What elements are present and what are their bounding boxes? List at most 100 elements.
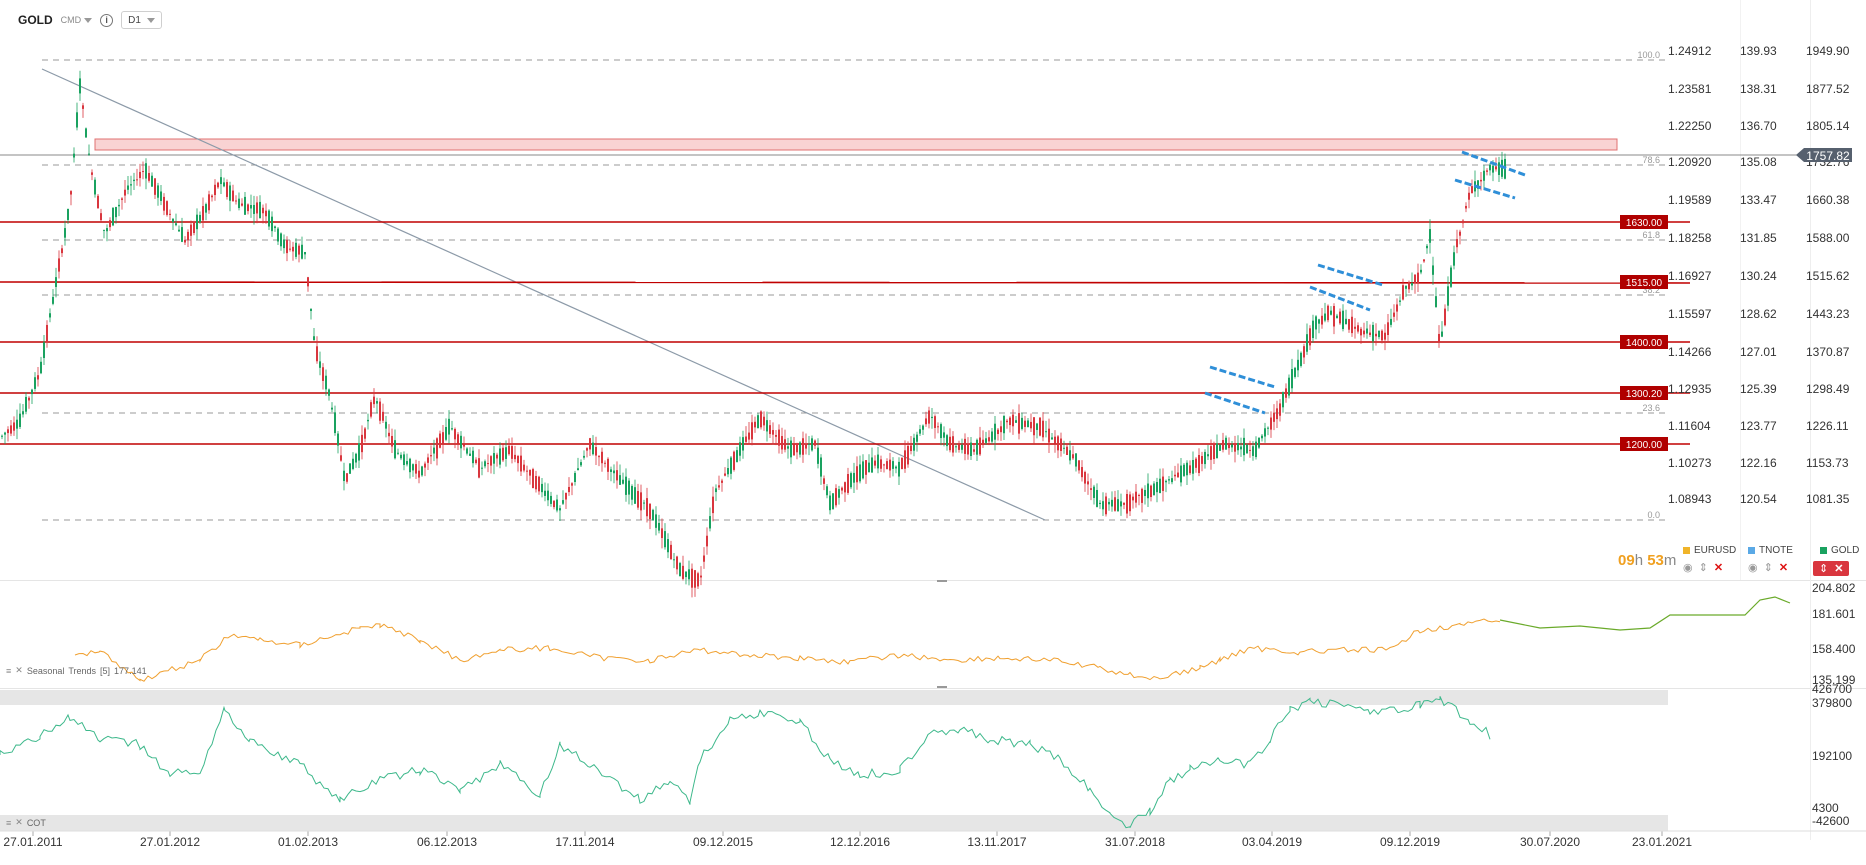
candle-body xyxy=(700,575,702,578)
chart-toolbar: GOLD CMD i D1 xyxy=(0,0,1866,40)
candle-body xyxy=(1024,420,1026,427)
candle-body xyxy=(1444,308,1446,326)
seasonal-line xyxy=(74,618,1501,682)
candle-body xyxy=(1174,474,1176,477)
candle-body xyxy=(445,426,447,440)
candle-body xyxy=(1231,444,1233,448)
candle-body xyxy=(1405,285,1407,289)
candle-body xyxy=(1090,488,1092,490)
candle-body xyxy=(1498,162,1500,175)
gold-swatch-icon xyxy=(1820,547,1827,554)
candle-body xyxy=(1105,496,1107,515)
sliders-icon[interactable]: ⇕ xyxy=(1819,563,1829,575)
candle-body xyxy=(241,203,243,206)
candle-body xyxy=(1255,441,1257,458)
close-icon[interactable]: ✕ xyxy=(15,817,23,827)
candle-body xyxy=(1378,330,1380,338)
candle-body xyxy=(913,437,915,451)
tnote-axis-tick: 131.85 xyxy=(1740,231,1777,245)
candle-body xyxy=(169,213,171,215)
legend-eurusd[interactable]: EURUSD xyxy=(1683,545,1736,556)
candle-body xyxy=(1342,310,1344,330)
menu-icon[interactable]: ≡ xyxy=(6,665,12,676)
candle-body xyxy=(889,459,891,471)
candle-body xyxy=(352,458,354,469)
last-price-label: 1757.82 xyxy=(1806,149,1850,163)
candle-body xyxy=(1132,496,1134,501)
candle-body xyxy=(259,201,261,219)
eurusd-axis-tick: 1.22250 xyxy=(1668,119,1712,133)
candle-body xyxy=(994,423,996,440)
candle-body xyxy=(1492,165,1494,173)
candle-body xyxy=(781,436,783,450)
candle-body xyxy=(1348,319,1350,330)
candle-body xyxy=(118,204,120,207)
candle-body xyxy=(868,462,870,473)
candle-body xyxy=(529,469,531,476)
candle-body xyxy=(589,438,591,450)
eye-icon[interactable]: ◉ xyxy=(1683,562,1693,574)
candle-body xyxy=(775,434,777,437)
close-icon[interactable]: ✕ xyxy=(1834,563,1844,575)
candle-body xyxy=(265,210,267,217)
candle-body xyxy=(1168,479,1170,481)
legend-gold[interactable]: GOLD xyxy=(1820,545,1859,556)
candle-body xyxy=(898,461,900,477)
candle-body xyxy=(517,455,519,464)
close-icon[interactable]: ✕ xyxy=(1713,562,1724,574)
candle-body xyxy=(877,454,879,469)
cot-pane-label: ≡ ✕ COT xyxy=(6,817,46,828)
instrument-type-label: CMD xyxy=(60,15,82,25)
channel-line xyxy=(1317,263,1384,287)
timeframe-select[interactable]: D1 xyxy=(121,11,162,29)
candle-body xyxy=(247,204,249,212)
candle-body xyxy=(904,450,906,469)
gold-axis-tick: 1153.73 xyxy=(1806,456,1849,470)
candle-body xyxy=(802,438,804,455)
candle-body xyxy=(598,456,600,458)
candle-body xyxy=(253,204,255,214)
candle-body xyxy=(1345,318,1347,325)
candle-body xyxy=(1354,326,1356,329)
reorder-icon[interactable]: ⇕ xyxy=(1763,562,1773,574)
candle-body xyxy=(532,469,534,489)
candle-body xyxy=(202,206,204,221)
candle-body xyxy=(1162,476,1164,491)
close-icon[interactable]: ✕ xyxy=(15,665,23,675)
reorder-icon[interactable]: ⇕ xyxy=(1698,562,1708,574)
candle-body xyxy=(406,461,408,465)
candle-body xyxy=(235,200,237,202)
candle-body xyxy=(1321,315,1323,325)
candle-body xyxy=(934,416,936,428)
candle-body xyxy=(256,202,258,214)
instrument-type-dropdown[interactable]: CMD xyxy=(61,15,93,25)
candle-body xyxy=(157,185,159,198)
eye-icon[interactable]: ◉ xyxy=(1748,562,1758,574)
candle-body xyxy=(271,216,273,232)
candle-body xyxy=(1294,367,1296,377)
candle-body xyxy=(424,463,426,468)
candle-body xyxy=(1276,408,1278,420)
seasonal-axis-tick: 181.601 xyxy=(1812,607,1856,621)
menu-icon[interactable]: ≡ xyxy=(6,817,12,828)
candle-body xyxy=(217,182,219,188)
candle-body xyxy=(604,462,606,464)
close-icon[interactable]: ✕ xyxy=(1778,562,1789,574)
candle-body xyxy=(847,473,849,493)
legend-tnote[interactable]: TNOTE xyxy=(1748,545,1793,556)
candle-body xyxy=(925,418,927,425)
candle-body xyxy=(1309,328,1311,346)
candle-body xyxy=(31,389,33,395)
candle-body xyxy=(685,571,687,578)
info-icon[interactable]: i xyxy=(100,13,114,27)
candle-body xyxy=(316,346,318,362)
candle-body xyxy=(895,466,897,469)
candle-body xyxy=(538,476,540,492)
candle-body xyxy=(1180,465,1182,483)
candle-body xyxy=(922,425,924,430)
candle-body xyxy=(1099,502,1101,505)
candle-body xyxy=(859,464,861,482)
support-level-line xyxy=(0,281,1691,284)
symbol-label[interactable]: GOLD xyxy=(18,13,53,27)
